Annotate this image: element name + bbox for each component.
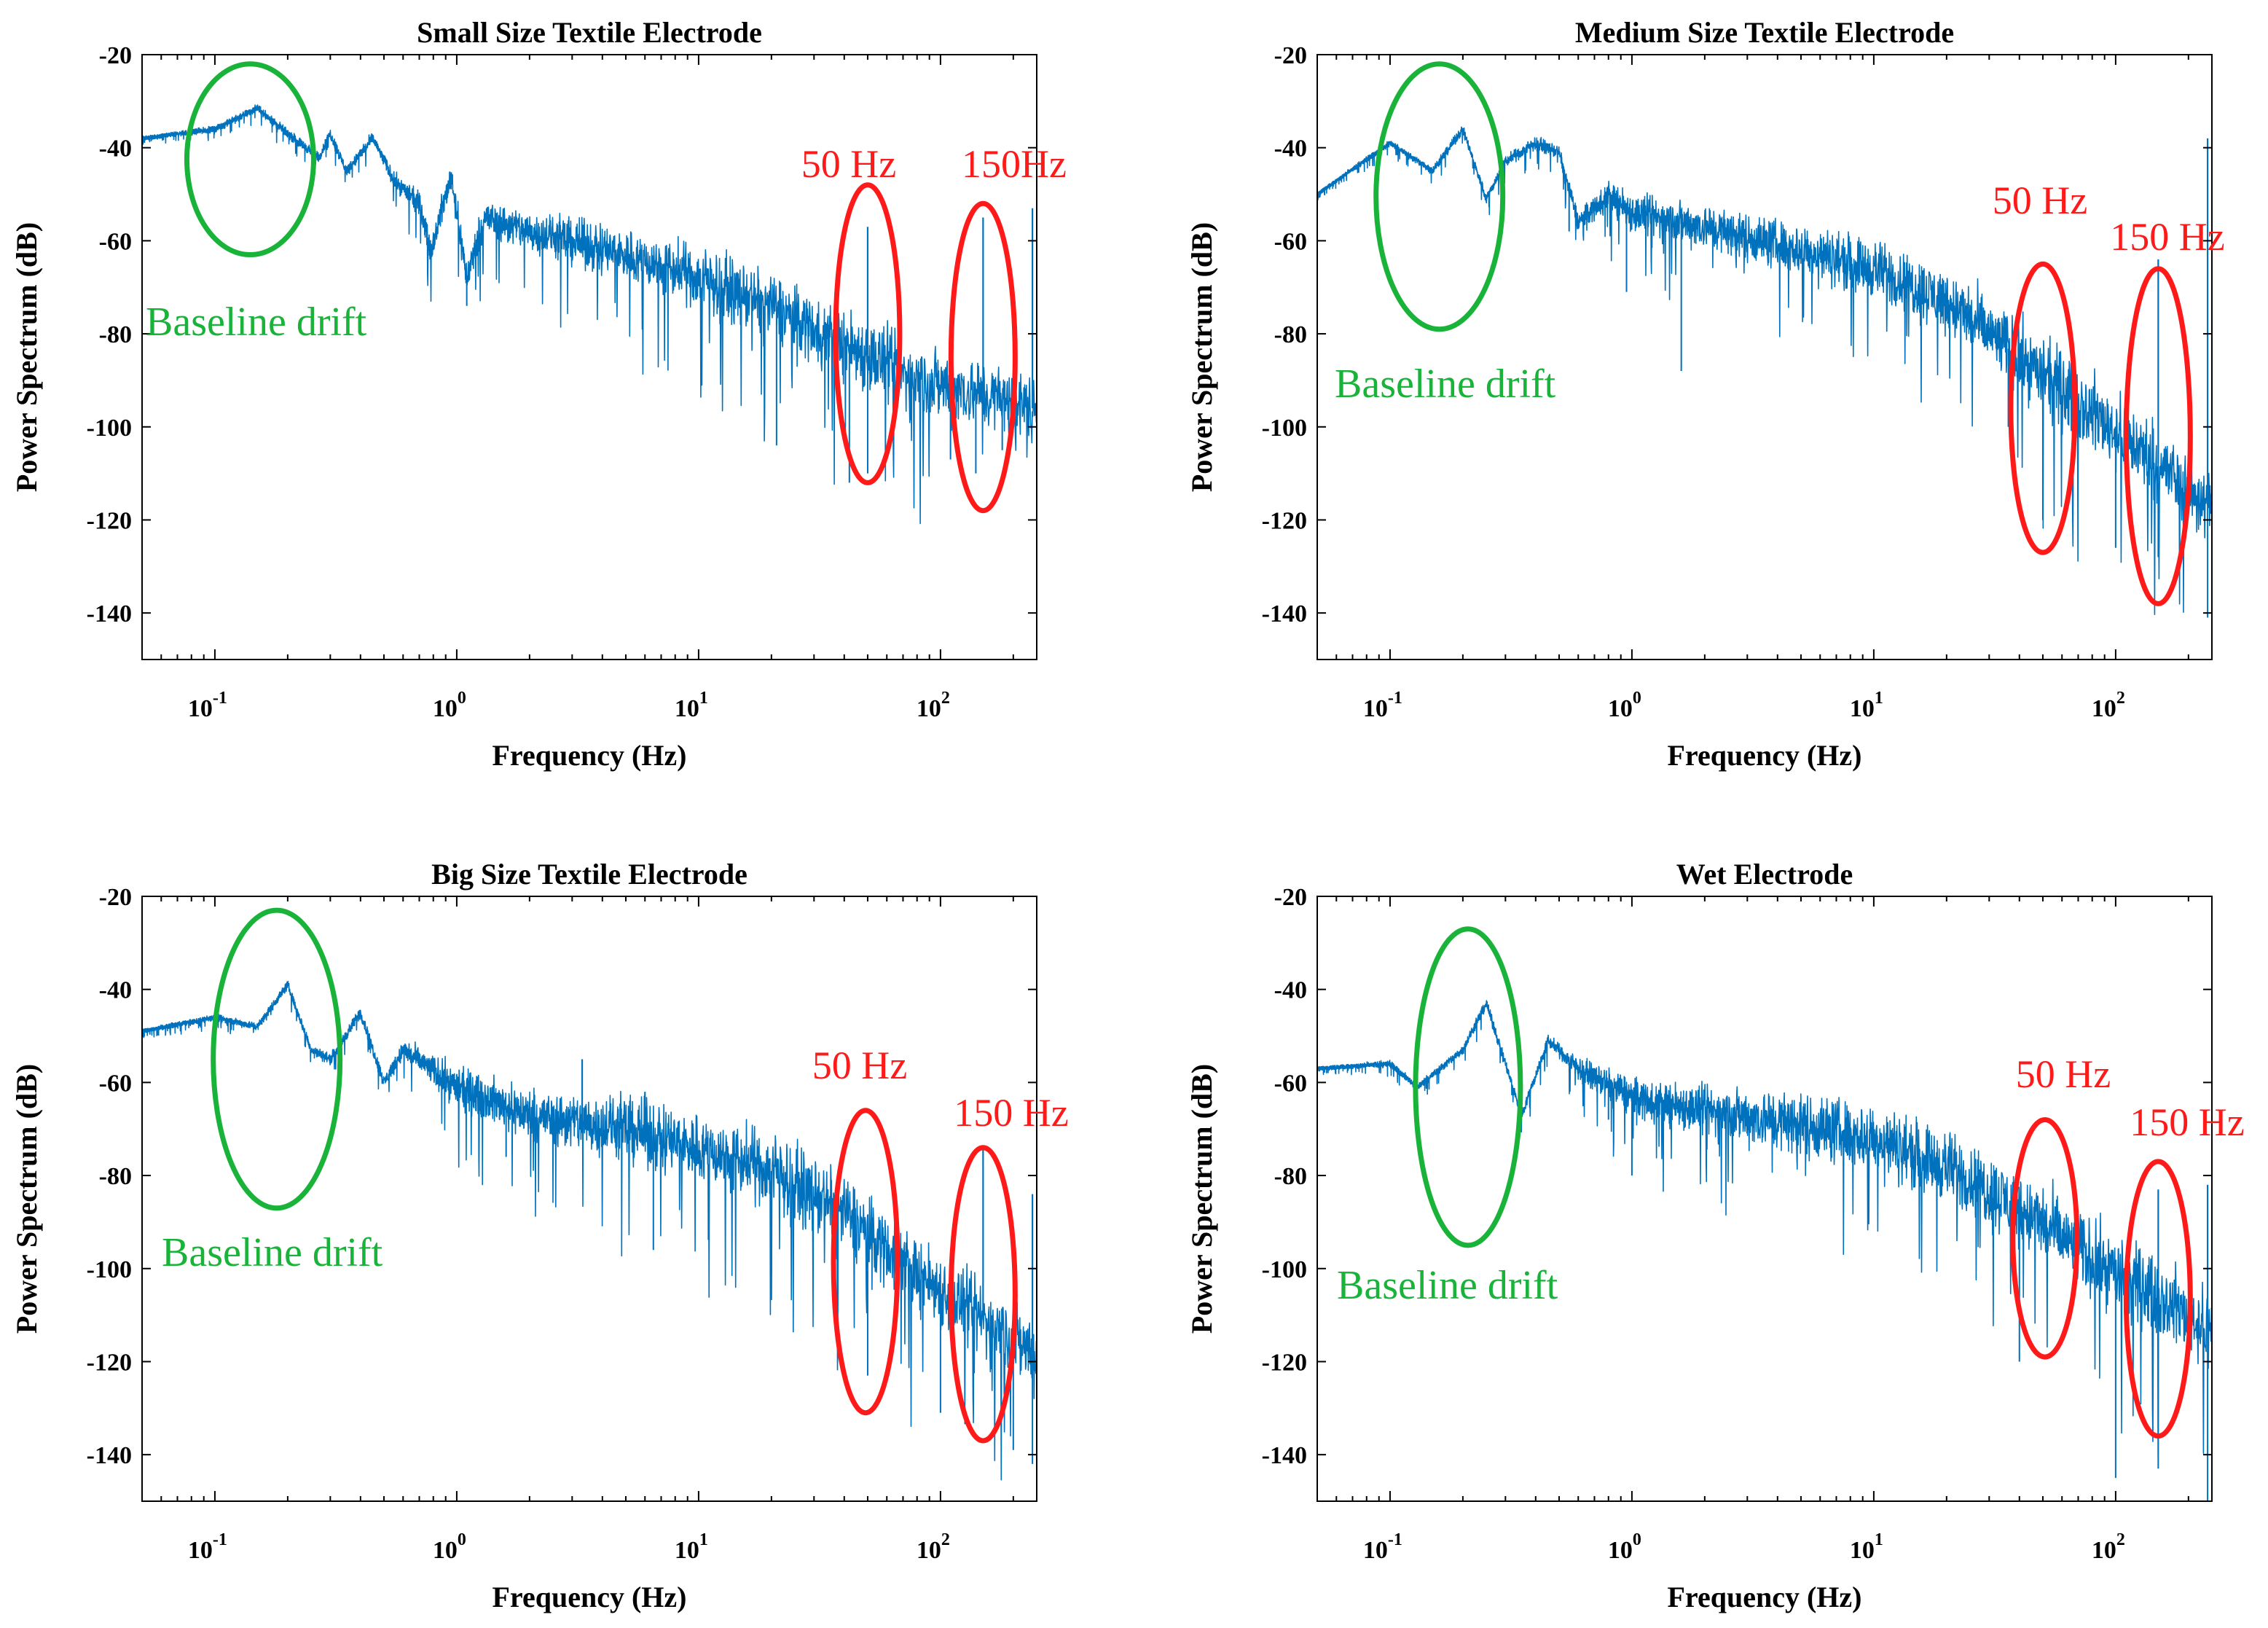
annotation-ellipse-50hz	[833, 182, 903, 485]
spectrum-line	[142, 104, 1037, 525]
x-tick-label: 100	[1608, 689, 1641, 722]
y-tick-label: -40	[99, 977, 132, 1004]
annotation-ellipse-50hz	[2008, 261, 2078, 555]
y-tick-label: -40	[1274, 136, 1307, 163]
annotation-label-50hz: 50 Hz	[801, 142, 896, 186]
chart-panel: Medium Size Textile Electrode -20 -40 -60 -8…	[1185, 16, 2225, 772]
y-tick-label: -120	[87, 507, 132, 534]
chart-panel: Big Size Textile Electrode -20 -40 -60 -80 -1…	[10, 858, 1069, 1613]
annotation-ellipse-150hz	[2123, 266, 2193, 606]
x-tick-label: 102	[2092, 1530, 2125, 1564]
x-tick-label: 101	[1850, 1530, 1883, 1564]
x-tick-label: 100	[433, 1530, 466, 1564]
x-tick-label: 10-1	[1363, 689, 1402, 722]
series-group	[1317, 1000, 2212, 1501]
annotation-label-baseline: Baseline drift	[146, 300, 367, 345]
x-tick-label: 101	[1850, 689, 1883, 722]
annotation-ellipse-baseline	[184, 61, 316, 258]
spectrum-line	[142, 980, 1037, 1481]
y-tick-label: -20	[1274, 884, 1307, 911]
annotation-label-150hz: 150 Hz	[2130, 1100, 2244, 1144]
chart-panel: Small Size Textile Electrode -20 -40 -60 -80…	[10, 16, 1067, 772]
y-tick-label: -140	[1262, 1442, 1307, 1469]
annotation-ellipse-150hz	[2123, 1159, 2193, 1439]
x-tick-label: 101	[675, 1530, 708, 1564]
spectrum-line	[1317, 1000, 2212, 1457]
annotation-label-150hz: 150 Hz	[954, 1091, 1068, 1135]
y-tick-label: -140	[87, 1442, 132, 1469]
y-tick-label: -60	[1274, 228, 1307, 255]
y-axis-label: Power Spectrum (dB)	[10, 1064, 43, 1334]
annotation-ellipse-50hz	[831, 1108, 900, 1416]
annotation-label-50hz: 50 Hz	[812, 1044, 907, 1087]
y-tick-label: -100	[87, 1256, 132, 1283]
y-tick-label: -20	[1274, 42, 1307, 69]
y-tick-label: -60	[1274, 1070, 1307, 1097]
plot-frame	[141, 54, 1037, 660]
plot-frame	[1317, 896, 2213, 1502]
x-tick-label: 100	[1608, 1530, 1641, 1564]
series-group	[1317, 126, 2212, 618]
chart-title: Wet Electrode	[1676, 858, 1853, 891]
chart-title: Big Size Textile Electrode	[431, 858, 748, 891]
series-group	[142, 104, 1037, 525]
x-axis-label: Frequency (Hz)	[493, 1581, 687, 1613]
y-tick-label: -140	[1262, 600, 1307, 627]
chart-title: Medium Size Textile Electrode	[1575, 16, 1954, 49]
annotation-ellipse-150hz	[948, 1145, 1018, 1444]
x-tick-label: 102	[917, 689, 950, 722]
y-axis-label: Power Spectrum (dB)	[10, 222, 43, 492]
y-tick-label: -80	[99, 321, 132, 348]
y-tick-label: -120	[87, 1349, 132, 1376]
annotation-label-50hz: 50 Hz	[1993, 179, 2087, 222]
annotation-label-150hz: 150Hz	[962, 142, 1067, 186]
x-tick-label: 102	[917, 1530, 950, 1564]
y-tick-label: -60	[99, 228, 132, 255]
spectrum-line	[1317, 126, 2212, 615]
y-tick-label: -100	[1262, 415, 1307, 442]
y-tick-label: -40	[1274, 977, 1307, 1004]
y-tick-label: -20	[99, 884, 132, 911]
annotation-ellipse-baseline	[1413, 926, 1523, 1248]
y-tick-label: -80	[99, 1163, 132, 1190]
annotation-ellipse-baseline	[1373, 61, 1506, 332]
y-tick-label: -100	[1262, 1256, 1307, 1283]
y-tick-label: -120	[1262, 1349, 1307, 1376]
y-axis-label: Power Spectrum (dB)	[1185, 222, 1218, 492]
chart-title: Small Size Textile Electrode	[417, 16, 762, 49]
y-tick-label: -120	[1262, 507, 1307, 534]
x-axis-label: Frequency (Hz)	[493, 739, 687, 772]
annotation-label-baseline: Baseline drift	[162, 1230, 383, 1275]
y-tick-label: -80	[1274, 1163, 1307, 1190]
annotation-label-baseline: Baseline drift	[1337, 1263, 1558, 1308]
annotation-label-150hz: 150 Hz	[2110, 215, 2224, 259]
plot-frame	[141, 896, 1037, 1502]
y-axis-label: Power Spectrum (dB)	[1185, 1064, 1218, 1334]
y-tick-label: -140	[87, 600, 132, 627]
series-group	[142, 980, 1037, 1481]
y-tick-label: -60	[99, 1070, 132, 1097]
annotation-ellipse-baseline	[211, 907, 343, 1211]
y-tick-label: -100	[87, 415, 132, 442]
x-tick-label: 100	[433, 689, 466, 722]
plot-frame	[1317, 54, 2213, 660]
x-tick-label: 10-1	[188, 1530, 227, 1564]
annotation-ellipse-150hz	[948, 200, 1018, 514]
y-tick-label: -20	[99, 42, 132, 69]
x-axis-label: Frequency (Hz)	[1668, 1581, 1862, 1613]
y-tick-label: -40	[99, 136, 132, 163]
x-tick-label: 102	[2092, 689, 2125, 722]
x-tick-label: 10-1	[1363, 1530, 1402, 1564]
x-tick-label: 10-1	[188, 689, 227, 722]
chart-panel: Wet Electrode -20 -40 -60 -80 -100 -120 -140 10-…	[1185, 858, 2245, 1613]
annotation-label-baseline: Baseline drift	[1335, 361, 1556, 407]
annotation-ellipse-50hz	[2010, 1116, 2080, 1360]
x-tick-label: 101	[675, 689, 708, 722]
y-tick-label: -80	[1274, 321, 1307, 348]
annotation-label-50hz: 50 Hz	[2016, 1052, 2111, 1096]
x-axis-label: Frequency (Hz)	[1668, 739, 1862, 772]
